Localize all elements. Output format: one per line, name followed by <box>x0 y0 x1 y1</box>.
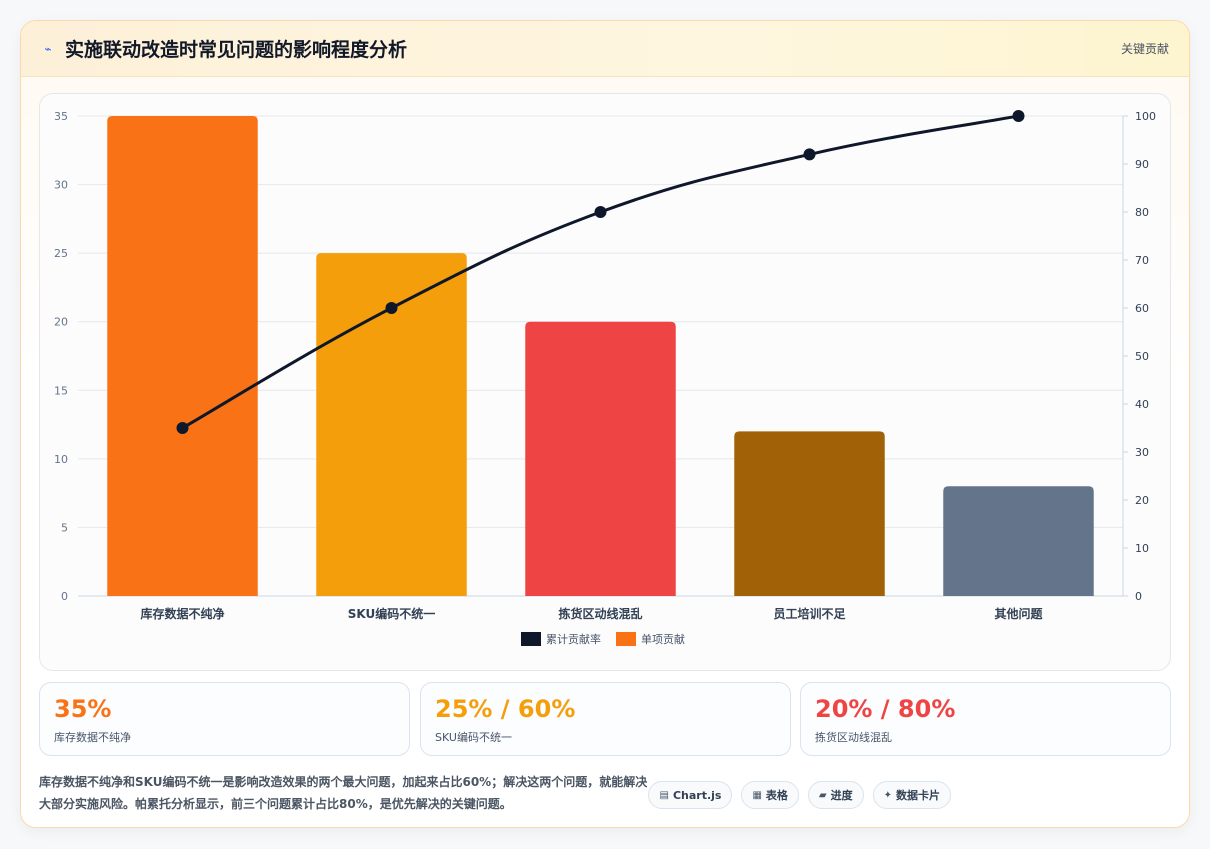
stat-cards: 35% 库存数据不纯净 25% / 60% SKU编码不统一 20% / 80%… <box>39 682 1171 756</box>
legend-label: 单项贡献 <box>641 632 685 646</box>
y-right-tick-label: 50 <box>1135 350 1149 363</box>
y-left-tick-label: 15 <box>54 384 68 397</box>
chip-table[interactable]: ▦ 表格 <box>741 781 799 809</box>
cumulative-point-4 <box>803 148 816 161</box>
table-icon: ▦ <box>752 789 762 801</box>
y-right-tick-label: 40 <box>1135 398 1149 411</box>
summary-text: 库存数据不纯净和SKU编码不统一是影响改造效果的两个最大问题，加起来占比60%；… <box>39 775 648 811</box>
x-tick-label: 其他问题 <box>994 606 1043 621</box>
progress-icon: ▰ <box>818 789 827 801</box>
bar-5 <box>943 486 1094 596</box>
legend-swatch-2 <box>616 632 636 646</box>
x-tick-label: SKU编码不统一 <box>348 606 435 621</box>
y-left-tick-label: 30 <box>54 179 68 192</box>
chip-progress[interactable]: ▰ 进度 <box>807 781 864 809</box>
stat-label: SKU编码不统一 <box>435 731 512 744</box>
bar-1 <box>107 116 258 596</box>
bar-4 <box>734 431 885 596</box>
bar-3 <box>525 321 676 596</box>
y-left-tick-label: 25 <box>54 247 68 260</box>
legend-swatch-1 <box>521 632 541 646</box>
y-right-tick-label: 20 <box>1135 494 1149 507</box>
card-footer: 库存数据不纯净和SKU编码不统一是影响改造效果的两个最大问题，加起来占比60%；… <box>39 769 1171 813</box>
stat-card-3: 20% / 80% 拣货区动线混乱 <box>800 682 1171 756</box>
cumulative-point-5 <box>1012 110 1025 122</box>
y-right-tick-label: 0 <box>1135 590 1142 603</box>
y-right-tick-label: 100 <box>1135 110 1156 123</box>
chip-label: 进度 <box>830 789 853 802</box>
y-left-tick-label: 5 <box>61 521 68 534</box>
sparkle-icon: ✦ <box>883 789 892 801</box>
card-body: 0 5 10 15 20 25 30 35 0 10 20 30 40 50 60 70 80 90 100 库存数据… <box>21 77 1189 827</box>
y-right-tick-label: 60 <box>1135 302 1149 315</box>
chart-icon: ▤ <box>659 789 669 801</box>
stat-card-2: 25% / 60% SKU编码不统一 <box>420 682 791 756</box>
y-left-tick-label: 20 <box>54 316 68 329</box>
x-tick-label: 库存数据不纯净 <box>140 606 224 621</box>
chip-data-card[interactable]: ✦ 数据卡片 <box>872 781 951 809</box>
y-right-tick-label: 10 <box>1135 542 1149 555</box>
y-left-tick-label: 35 <box>54 110 68 123</box>
chart-panel: 0 5 10 15 20 25 30 35 0 10 20 30 40 50 60 70 80 90 100 库存数据… <box>39 93 1171 671</box>
chip-label: 数据卡片 <box>896 789 940 802</box>
card-header: ⌁ 实施联动改造时常见问题的影响程度分析 关键贡献 <box>21 21 1189 77</box>
x-tick-label: 员工培训不足 <box>773 606 845 621</box>
stat-label: 拣货区动线混乱 <box>815 731 892 744</box>
x-tick-label: 拣货区动线混乱 <box>558 606 642 621</box>
header-title-group: ⌁ 实施联动改造时常见问题的影响程度分析 <box>41 35 407 62</box>
bar-2 <box>316 253 467 596</box>
y-right-tick-label: 80 <box>1135 206 1149 219</box>
chip-label: 表格 <box>765 789 788 802</box>
cumulative-point-1 <box>176 422 189 434</box>
pareto-chart: 0 5 10 15 20 25 30 35 0 10 20 30 40 50 60 70 80 90 100 库存数据… <box>54 110 1156 646</box>
legend-label: 累计贡献率 <box>546 632 601 646</box>
page-title: 实施联动改造时常见问题的影响程度分析 <box>65 39 408 61</box>
feature-chips: ▤ Chart.js ▦ 表格 ▰ 进度 ✦ 数据卡片 <box>648 781 951 809</box>
y-right-tick-label: 70 <box>1135 254 1149 267</box>
y-left-tick-label: 10 <box>54 453 68 466</box>
chip-chartjs[interactable]: ▤ Chart.js <box>648 781 733 809</box>
lightning-icon: ⌁ <box>44 41 52 56</box>
cumulative-point-2 <box>385 302 398 314</box>
cumulative-point-3 <box>594 206 607 218</box>
stat-value: 25% / 60% <box>435 695 576 723</box>
y-right-tick-label: 30 <box>1135 446 1149 459</box>
stat-label: 库存数据不纯净 <box>54 731 131 744</box>
stat-value: 35% <box>54 695 112 723</box>
stat-card-1: 35% 库存数据不纯净 <box>39 682 410 756</box>
y-left-tick-label: 0 <box>61 590 68 603</box>
analysis-card: ⌁ 实施联动改造时常见问题的影响程度分析 关键贡献 0 5 10 15 20 25 30 35… <box>20 20 1190 828</box>
stat-value: 20% / 80% <box>815 695 956 723</box>
chip-label: Chart.js <box>672 788 722 802</box>
y-right-tick-label: 90 <box>1135 158 1149 171</box>
header-tag: 关键贡献 <box>1120 42 1169 56</box>
